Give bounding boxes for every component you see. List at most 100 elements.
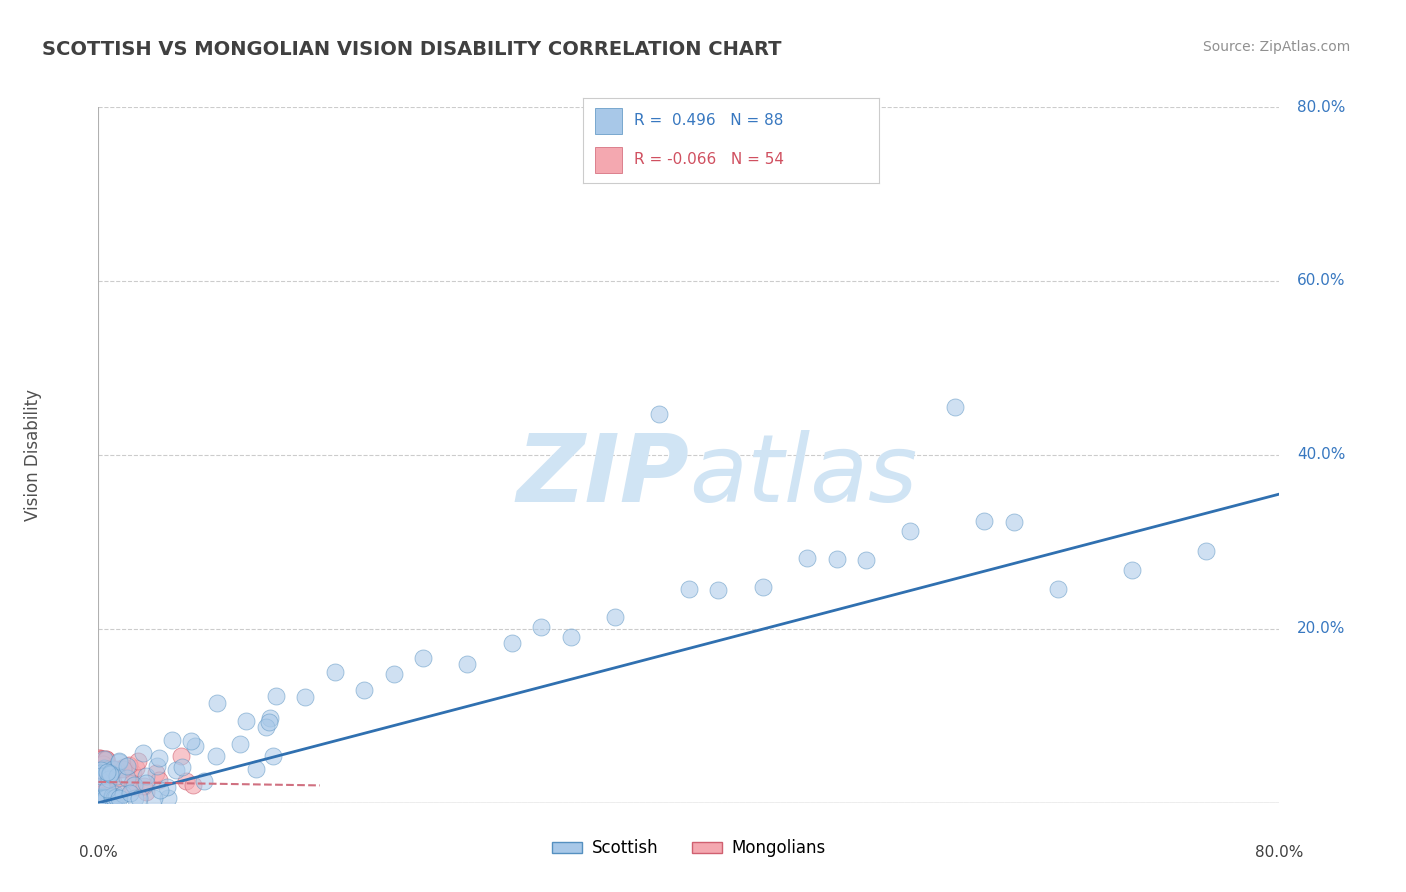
Point [825,552,848,566]
Point [108,791,131,805]
Point [855,553,877,567]
Text: R = -0.066   N = 54: R = -0.066 N = 54 [634,153,783,168]
Point [103,791,125,805]
Text: 40.0%: 40.0% [1298,448,1346,462]
Point [707,582,730,597]
Point [146,759,169,773]
Point [107,791,129,805]
Text: atlas: atlas [689,430,917,521]
Point [94,774,117,789]
Point [101,789,124,804]
Text: Source: ZipAtlas.com: Source: ZipAtlas.com [1202,40,1350,54]
Point [89,752,111,766]
Point [101,791,124,805]
Point [204,749,226,764]
Point [101,775,124,789]
Point [412,650,434,665]
Text: 60.0%: 60.0% [1298,274,1346,288]
Point [205,696,228,710]
Point [1002,515,1025,529]
Point [752,580,775,594]
Point [98,765,121,780]
Point [193,773,215,788]
Point [93,782,115,797]
Point [89,791,111,805]
Point [121,779,143,793]
Point [96,764,118,779]
Point [128,791,150,805]
Point [93,751,115,765]
Text: R =  0.496   N = 88: R = 0.496 N = 88 [634,113,783,128]
Point [94,791,117,805]
Text: 80.0%: 80.0% [1256,845,1303,860]
Point [118,758,141,772]
Point [124,780,146,794]
Point [149,783,172,797]
Point [259,711,281,725]
Point [94,752,117,766]
Point [165,763,187,777]
Point [1046,582,1070,596]
Point [89,762,111,776]
Point [973,514,995,528]
Point [94,791,117,805]
Point [124,791,146,805]
Point [108,755,131,769]
Point [323,665,346,679]
Point [97,762,120,776]
Point [105,769,128,783]
Point [90,783,112,797]
Point [132,779,155,793]
Point [98,763,121,777]
Point [91,756,114,771]
Point [90,769,112,783]
Text: 20.0%: 20.0% [1298,622,1346,636]
Text: SCOTTISH VS MONGOLIAN VISION DISABILITY CORRELATION CHART: SCOTTISH VS MONGOLIAN VISION DISABILITY … [42,40,782,59]
Text: 0.0%: 0.0% [79,845,118,860]
Point [90,753,112,767]
Point [90,752,112,766]
Point [90,785,112,799]
Point [90,778,112,792]
Point [94,791,117,805]
Text: 80.0%: 80.0% [1298,100,1346,114]
Point [135,769,157,783]
Point [89,756,111,770]
Point [122,766,145,780]
Point [93,761,115,775]
Bar [595,147,621,173]
Point [135,775,157,789]
Point [115,772,138,786]
Point [94,752,117,766]
Point [108,762,131,776]
Point [89,761,111,775]
Point [148,772,170,787]
Bar [595,108,621,134]
Point [91,775,114,789]
Point [90,763,112,777]
Point [108,754,131,768]
Text: Vision Disability: Vision Disability [24,389,42,521]
Point [678,582,700,596]
Legend: Scottish, Mongolians: Scottish, Mongolians [546,833,832,864]
Point [98,767,121,781]
Point [132,746,155,760]
Point [262,749,284,764]
Point [605,609,627,624]
Point [97,772,120,787]
Point [104,789,127,804]
Point [229,737,252,751]
Point [235,714,257,728]
Point [96,782,118,797]
Point [180,734,202,748]
Point [91,781,114,796]
Point [142,791,165,805]
Point [93,785,115,799]
Point [98,765,121,780]
Point [648,407,671,421]
Point [94,763,117,777]
Point [94,753,117,767]
Point [181,778,204,792]
Point [89,772,111,787]
Point [97,759,120,773]
